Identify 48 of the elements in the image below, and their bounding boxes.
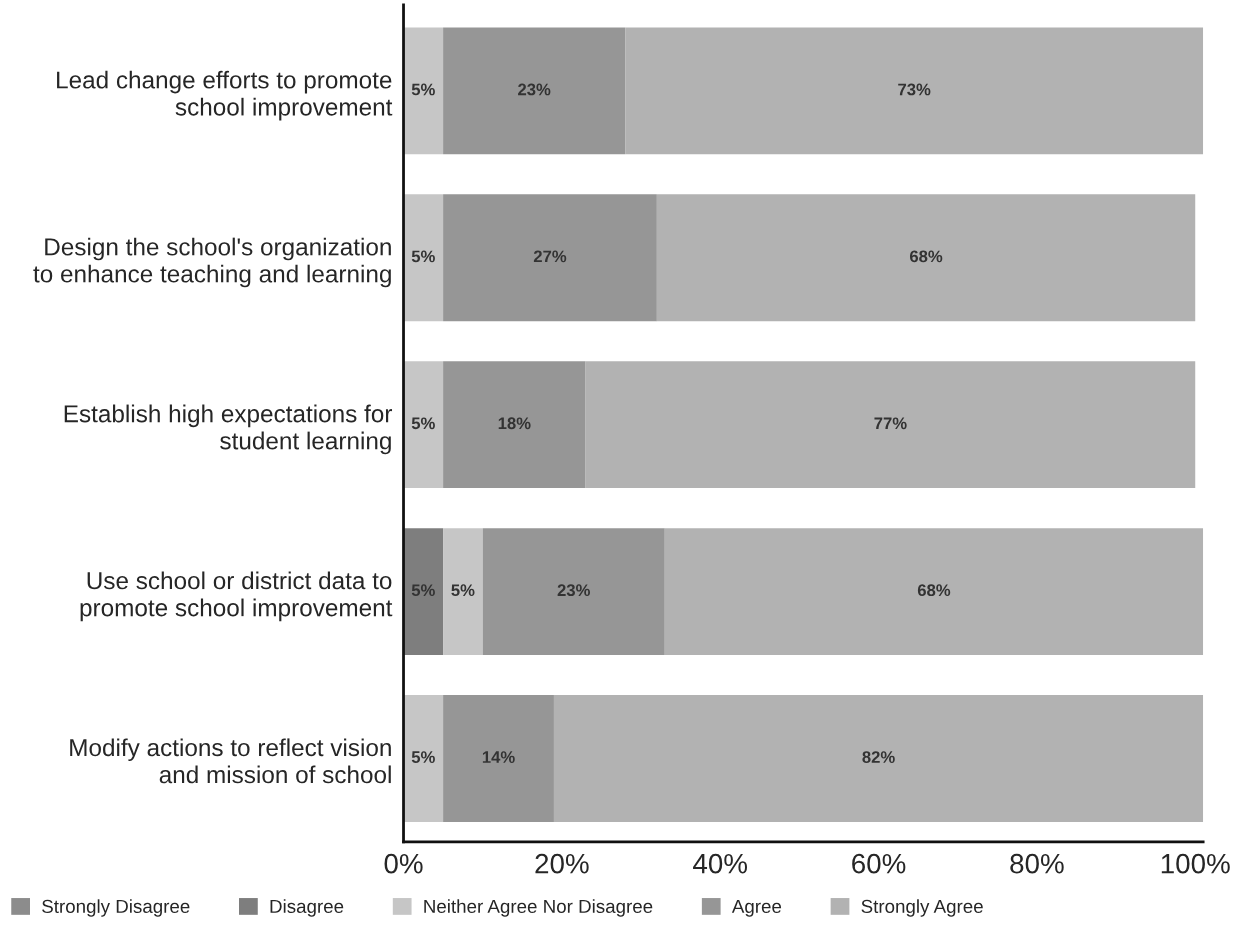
bar bbox=[403, 194, 444, 322]
bar bbox=[403, 528, 444, 656]
bar bbox=[443, 27, 626, 155]
legend-label: Agree bbox=[731, 899, 782, 917]
x-tick-label: 40% bbox=[693, 853, 748, 874]
data-label: 5% bbox=[451, 584, 475, 597]
data-label: 68% bbox=[917, 584, 951, 597]
y-tick-label: Use school or district data to promote school improvement bbox=[80, 571, 393, 622]
bar bbox=[403, 361, 444, 489]
data-label: 77% bbox=[874, 417, 907, 430]
legend-label: Neither Agree Nor Disagree bbox=[424, 899, 653, 917]
data-label: 73% bbox=[898, 83, 931, 96]
data-label: 5% bbox=[411, 584, 435, 597]
legend-label: Disagree bbox=[270, 899, 344, 917]
legend-label: Strongly Agree bbox=[861, 899, 983, 917]
x-tick-label: 100% bbox=[1161, 853, 1230, 874]
y-tick-label: Modify actions to reflect vision and mission of school bbox=[70, 738, 391, 784]
bar bbox=[585, 361, 1196, 489]
data-label: 27% bbox=[533, 250, 567, 263]
y-tick-label: Establish high expectations for student learning bbox=[64, 404, 393, 455]
data-label: 68% bbox=[909, 250, 943, 263]
data-label: 5% bbox=[411, 250, 435, 263]
data-label: 5% bbox=[411, 83, 435, 96]
data-label: 5% bbox=[411, 751, 435, 763]
x-tick-label: 80% bbox=[1010, 853, 1064, 874]
data-label: 18% bbox=[498, 417, 531, 430]
x-tick-label: 60% bbox=[852, 853, 906, 874]
bar bbox=[443, 194, 657, 322]
bar bbox=[553, 695, 1204, 822]
bar bbox=[656, 194, 1196, 322]
bar bbox=[664, 528, 1204, 656]
data-label: 23% bbox=[518, 83, 551, 96]
data-label: 14% bbox=[482, 751, 515, 763]
bar bbox=[443, 361, 586, 489]
bar bbox=[403, 27, 444, 155]
legend-label: Strongly Disagree bbox=[42, 899, 190, 917]
data-label: 5% bbox=[411, 417, 435, 430]
y-tick-label: Design the school's organization to enhance teaching and learning bbox=[33, 237, 391, 288]
bar bbox=[443, 695, 554, 822]
bar bbox=[443, 528, 483, 656]
bar bbox=[403, 695, 444, 822]
bar bbox=[482, 528, 665, 656]
bar bbox=[625, 27, 1204, 155]
x-tick-label: 20% bbox=[535, 853, 589, 874]
x-tick-label: 0% bbox=[384, 853, 423, 874]
data-label: 23% bbox=[557, 584, 590, 597]
y-tick-label: Lead change efforts to promote school improvement bbox=[57, 70, 393, 121]
data-label: 82% bbox=[862, 751, 895, 763]
